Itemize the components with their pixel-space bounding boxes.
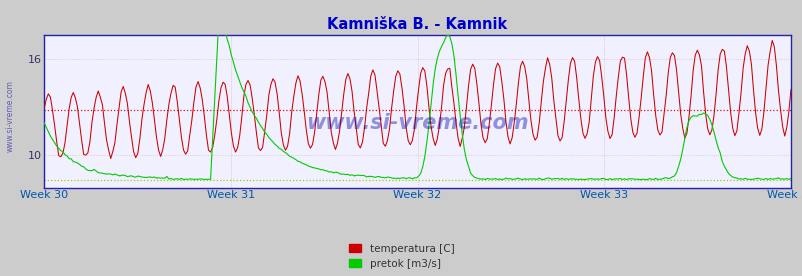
- Text: www.si-vreme.com: www.si-vreme.com: [306, 113, 529, 133]
- Text: www.si-vreme.com: www.si-vreme.com: [6, 80, 15, 152]
- Legend: temperatura [C], pretok [m3/s]: temperatura [C], pretok [m3/s]: [346, 242, 456, 271]
- Title: Kamniška B. - Kamnik: Kamniška B. - Kamnik: [327, 17, 507, 32]
